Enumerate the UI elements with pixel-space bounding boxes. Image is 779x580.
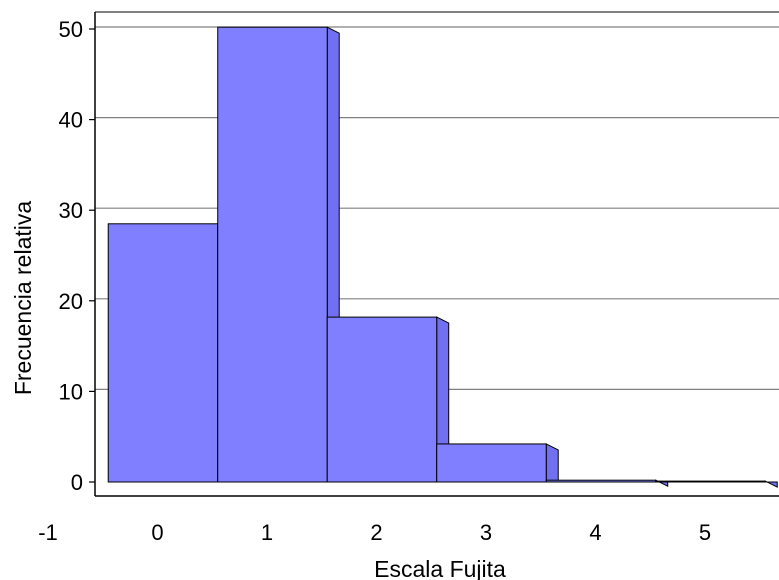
x-tick-label-5: 4 — [589, 520, 601, 545]
y-tick-label-4: 40 — [59, 108, 83, 133]
bar-face-1 — [217, 26, 328, 483]
x-tick-label-2: 1 — [261, 520, 273, 545]
axes — [94, 11, 779, 497]
bar-face-4 — [545, 479, 657, 483]
bars — [107, 26, 778, 488]
x-tick-label-1: 0 — [151, 520, 163, 545]
bar-3 — [436, 443, 559, 483]
bar-face-0 — [107, 223, 219, 483]
x-tick-label-4: 3 — [480, 520, 492, 545]
bar-2 — [326, 316, 450, 483]
bar-4 — [545, 479, 669, 487]
x-tick-label-3: 2 — [370, 520, 382, 545]
y-tick-label-0: 0 — [71, 470, 83, 495]
bar-0 — [107, 222, 231, 483]
x-tick-labels: -1 0 1 2 3 4 5 — [38, 520, 711, 545]
bar-face-5 — [655, 480, 766, 483]
y-tick-labels: 0 10 20 30 40 50 — [59, 17, 95, 495]
bar-side-3 — [545, 443, 559, 483]
bar-face-3 — [436, 443, 547, 483]
y-tick-label-3: 30 — [59, 198, 83, 223]
bar-side-5 — [764, 480, 778, 488]
bar-1 — [217, 26, 340, 483]
x-tick-label-6: 5 — [699, 520, 711, 545]
bar-5 — [655, 480, 778, 488]
y-axis-title: Frecuencia relativa — [10, 201, 36, 396]
y-tick-label-5: 50 — [59, 17, 83, 42]
bar-face-2 — [326, 316, 438, 483]
x-tick-label-0: -1 — [38, 520, 58, 545]
y-tick-label-2: 20 — [59, 289, 83, 314]
y-tick-label-1: 10 — [59, 379, 83, 404]
x-axis-title: Escala Fujita — [374, 556, 506, 580]
